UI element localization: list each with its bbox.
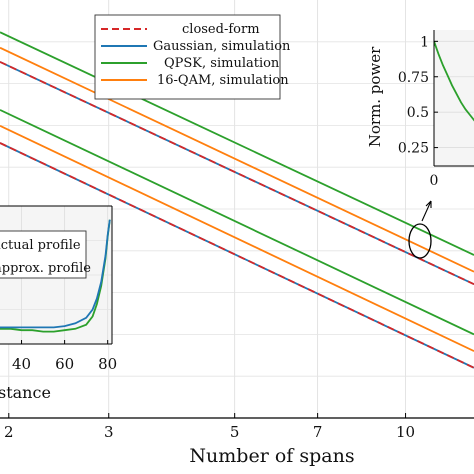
inset-power-curve	[434, 41, 474, 122]
pointer-arrowhead	[425, 200, 432, 208]
inset-profile-approx-profile	[0, 219, 111, 329]
main-series-layer	[0, 31, 474, 369]
series-upper-gaussian-simulation	[0, 61, 474, 286]
inset-profile-x-tick-label: 40	[12, 355, 31, 373]
legend-label-qpsk: QPSK, simulation	[164, 56, 280, 71]
inset-power-x-tick-label: 0	[430, 173, 439, 189]
legend-label-gaussian: Gaussian, simulation	[153, 39, 291, 54]
legend-entry-16qam: 16-QAM, simulation	[101, 73, 289, 88]
main-x-tick-label-7: 7	[313, 423, 323, 441]
inset-profile-legend-actual: actual profile	[0, 238, 81, 253]
series-lower-16-qam-simulation	[0, 124, 474, 352]
inset-profile-x-tick-label: 80	[98, 355, 117, 373]
main-x-tick-label-3: 3	[104, 423, 114, 441]
legend-box	[94, 14, 281, 100]
pointer-arrow	[421, 200, 432, 222]
legend-label-closed-form: closed-form	[182, 22, 260, 37]
inset-power-y-tick-label: 0.5	[407, 105, 429, 121]
inset-profile-legend-box	[0, 230, 87, 279]
main-x-tick-label-2: 2	[4, 423, 14, 441]
legend-entry-qpsk: QPSK, simulation	[101, 56, 280, 71]
inset-power-y-tick-label: 1	[420, 34, 429, 50]
inset-power-x-ticks: 0	[430, 173, 439, 189]
inset-profile-x-tick-label: 60	[55, 355, 74, 373]
inset-power-y-tick-label: 0.75	[398, 70, 429, 86]
main-x-tick-label-5: 5	[230, 423, 240, 441]
main-x-axis-label: Number of spans	[189, 445, 354, 467]
inset-power-plot: 0.25 0.5 0.75 1 0 Norm. power	[366, 30, 474, 189]
legend-entry-closed-form: closed-form	[101, 22, 260, 37]
main-x-ticks: 2 3 5 7 10	[4, 413, 415, 441]
main-legend: closed-form Gaussian, simulation QPSK, s…	[94, 14, 291, 100]
inset-profile-series-layer	[0, 219, 111, 333]
legend-entry-gaussian: Gaussian, simulation	[101, 39, 291, 54]
highlight-ellipse	[408, 223, 432, 259]
inset-profile-legend-approx: approx. profile	[0, 261, 91, 276]
inset-profile-plot: 40 60 80 stance actual profile approx. pro…	[0, 205, 117, 402]
series-lower-gaussian-simulation	[0, 142, 474, 369]
inset-power-y-ticks: 0.25 0.5 0.75 1	[398, 34, 438, 157]
inset-power-y-label: Norm. power	[366, 46, 384, 147]
legend-label-16qam: 16-QAM, simulation	[157, 73, 289, 88]
series-lower-qpsk-simulation	[0, 109, 474, 336]
inset-profile-x-ticks: 40 60 80	[12, 340, 117, 373]
inset-power-series-layer	[434, 41, 474, 122]
series-upper-16-qam-simulation	[0, 46, 474, 273]
inset-power-y-tick-label: 0.25	[398, 141, 429, 157]
series-upper-qpsk-simulation	[0, 31, 474, 256]
main-x-tick-label-10: 10	[396, 423, 415, 441]
inset-power-background	[434, 30, 474, 166]
inset-profile-x-label: stance	[0, 383, 51, 402]
